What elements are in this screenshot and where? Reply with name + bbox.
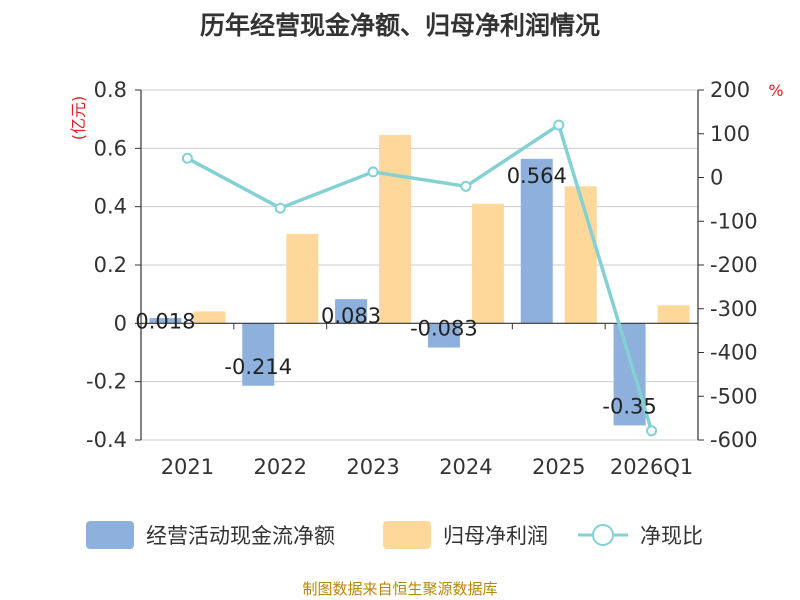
right-tick-label: -600 xyxy=(710,428,758,452)
x-axis-ticks: 2021 2022 2023 2024 2025 2026Q1 xyxy=(161,455,694,479)
data-label-cashflow: 0.018 xyxy=(135,309,195,333)
bar-netprofit xyxy=(286,234,319,324)
data-label-cashflow: 0.083 xyxy=(321,304,381,328)
right-tick-label: -400 xyxy=(710,341,758,365)
bar-cashflow xyxy=(242,323,275,386)
right-tick-label: 100 xyxy=(710,122,750,146)
left-axis-unit: (亿元) xyxy=(69,96,88,141)
bar-cashflow xyxy=(520,158,553,324)
ratio-point xyxy=(181,152,193,164)
x-tick-label: 2023 xyxy=(346,455,399,479)
x-tick-label: 2026Q1 xyxy=(610,455,693,479)
ratio-point xyxy=(460,180,472,192)
ratio-point xyxy=(553,119,565,131)
data-label-cashflow: -0.35 xyxy=(602,394,656,418)
right-tick-label: 0 xyxy=(710,166,723,190)
x-tick-label: 2021 xyxy=(161,455,214,479)
left-tick-label: 0.8 xyxy=(94,78,127,102)
bar-netprofit xyxy=(471,203,504,324)
bar-cashflow xyxy=(427,323,460,348)
bar-netprofit xyxy=(657,305,690,324)
bar-netprofit xyxy=(193,311,226,324)
bar-cashflow xyxy=(335,299,368,324)
data-label-cashflow: -0.083 xyxy=(410,317,478,341)
data-label-cashflow: -0.214 xyxy=(224,355,292,379)
legend-swatch-cashflow xyxy=(86,521,134,549)
right-axis-ticks: 200 100 0 -100 -200 -300 -400 -500 -600 xyxy=(698,78,758,452)
legend-swatch-netprofit xyxy=(383,521,431,549)
right-tick-label: -100 xyxy=(710,209,758,233)
data-label-cashflow: 0.564 xyxy=(507,164,567,188)
legend-label-ratio: 净现比 xyxy=(640,524,703,548)
data-labels: 0.018 -0.214 0.083 -0.083 0.564 -0.35 xyxy=(135,164,656,419)
ratio-line xyxy=(181,119,658,437)
ratio-point xyxy=(274,202,286,214)
legend-label-netprofit: 归母净利润 xyxy=(443,524,548,548)
bar-netprofit xyxy=(564,186,597,324)
source-note: 制图数据来自恒生聚源数据库 xyxy=(302,580,497,598)
right-tick-label: -300 xyxy=(710,297,758,321)
bar-cashflow xyxy=(149,318,182,324)
left-tick-label: 0.4 xyxy=(94,195,127,219)
legend: 经营活动现金流净额 归母净利润 净现比 xyxy=(86,521,703,549)
x-tick-label: 2025 xyxy=(532,455,585,479)
left-axis-ticks: 0.8 0.6 0.4 0.2 0 -0.2 -0.4 xyxy=(86,78,141,452)
left-tick-label: -0.4 xyxy=(86,428,127,452)
ratio-line-path xyxy=(186,122,654,432)
legend-label-cashflow: 经营活动现金流净额 xyxy=(146,524,335,548)
legend-marker-ratio xyxy=(592,524,614,546)
left-tick-label: -0.2 xyxy=(86,370,127,394)
axes xyxy=(140,90,699,440)
gridlines xyxy=(141,89,698,441)
bar-cashflow xyxy=(613,323,646,426)
ratio-point xyxy=(646,425,658,437)
right-axis-unit: % xyxy=(768,81,783,100)
x-tick-label: 2022 xyxy=(254,455,307,479)
left-tick-label: 0.6 xyxy=(94,136,127,160)
right-tick-label: 200 xyxy=(710,78,750,102)
right-tick-label: -500 xyxy=(710,384,758,408)
x-tick-label: 2024 xyxy=(439,455,492,479)
ratio-point xyxy=(367,166,379,178)
chart-title: 历年经营现金净额、归母净利润情况 xyxy=(200,11,600,40)
right-tick-label: -200 xyxy=(710,253,758,277)
bars xyxy=(149,134,690,426)
left-tick-label: 0.2 xyxy=(94,253,127,277)
bar-netprofit xyxy=(379,134,412,324)
left-tick-label: 0 xyxy=(114,311,127,335)
